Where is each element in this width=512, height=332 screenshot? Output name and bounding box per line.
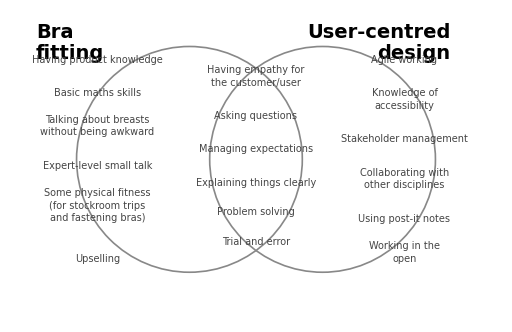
Text: Agile working: Agile working — [372, 55, 437, 65]
Text: Working in the
open: Working in the open — [369, 241, 440, 264]
Text: Explaining things clearly: Explaining things clearly — [196, 178, 316, 188]
Text: Upselling: Upselling — [75, 254, 120, 264]
Text: Having product knowledge: Having product knowledge — [32, 55, 163, 65]
Text: Talking about breasts
without being awkward: Talking about breasts without being awkw… — [40, 115, 154, 137]
Text: Some physical fitness
(for stockroom trips
and fastening bras): Some physical fitness (for stockroom tri… — [44, 189, 151, 223]
Text: Basic maths skills: Basic maths skills — [54, 88, 141, 98]
Text: Knowledge of
accessibility: Knowledge of accessibility — [372, 88, 437, 111]
Text: Using post-it notes: Using post-it notes — [358, 214, 451, 224]
Text: Collaborating with
other disciplines: Collaborating with other disciplines — [360, 168, 449, 191]
Text: Having empathy for
the customer/user: Having empathy for the customer/user — [207, 65, 305, 88]
Text: Trial and error: Trial and error — [222, 237, 290, 247]
Text: Managing expectations: Managing expectations — [199, 144, 313, 154]
Text: Bra
fitting: Bra fitting — [36, 23, 104, 63]
Text: Stakeholder management: Stakeholder management — [341, 134, 468, 144]
Text: User-centred
design: User-centred design — [307, 23, 451, 63]
Text: Problem solving: Problem solving — [217, 208, 295, 217]
Text: Expert-level small talk: Expert-level small talk — [42, 161, 152, 171]
Text: Asking questions: Asking questions — [215, 111, 297, 121]
